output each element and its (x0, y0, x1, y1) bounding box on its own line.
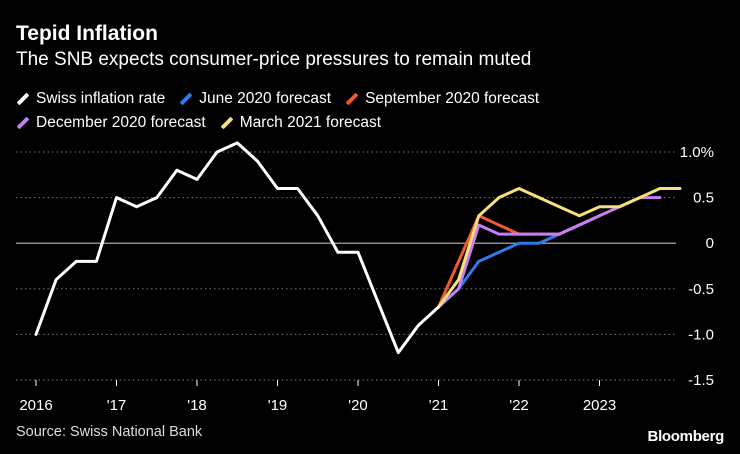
x-tick-label: '22 (509, 397, 529, 414)
y-tick-label: 0.5 (693, 190, 714, 207)
series-line-september-2020-forecast (437, 214, 601, 309)
legend-label: March 2021 forecast (239, 114, 382, 131)
series-line-june-2020-forecast (437, 214, 601, 309)
chart-title: Tepid Inflation (16, 22, 158, 45)
legend-label: September 2020 forecast (365, 90, 540, 107)
legend-label: June 2020 forecast (199, 90, 332, 107)
legend-item: September 2020 forecast (345, 88, 539, 110)
legend-item: June 2020 forecast (179, 88, 331, 110)
x-tick-label: '21 (429, 397, 449, 414)
y-tick-label: -0.5 (688, 281, 714, 298)
x-tick-label: 2016 (19, 397, 52, 414)
legend-label: December 2020 forecast (36, 114, 206, 131)
legend-item: March 2021 forecast (220, 112, 381, 134)
series-line-swiss-inflation-rate (34, 141, 440, 355)
x-tick-label: '19 (268, 397, 288, 414)
series-line-december-2020-forecast (437, 196, 662, 309)
legend-item: Swiss inflation rate (16, 88, 165, 110)
x-tick-label: '17 (107, 397, 127, 414)
legend-item: December 2020 forecast (16, 112, 206, 134)
chart-subtitle: The SNB expects consumer-price pressures… (16, 49, 532, 70)
x-tick-label: 2023 (583, 397, 616, 414)
y-tick-label: -1.5 (688, 372, 714, 389)
chart-legend: Swiss inflation rate June 2020 forecast Se… (16, 86, 656, 134)
x-tick-label: '20 (348, 397, 368, 414)
source-note: Source: Swiss National Bank (16, 424, 203, 440)
x-tick-label: '18 (187, 397, 207, 414)
bloomberg-logo: Bloomberg (647, 428, 725, 445)
series-line-march-2021-forecast (437, 187, 682, 309)
y-tick-label: 0 (706, 235, 714, 252)
legend-label: Swiss inflation rate (36, 90, 166, 107)
y-tick-label: -1.0 (688, 326, 714, 343)
y-tick-label: 1.0% (680, 144, 714, 161)
